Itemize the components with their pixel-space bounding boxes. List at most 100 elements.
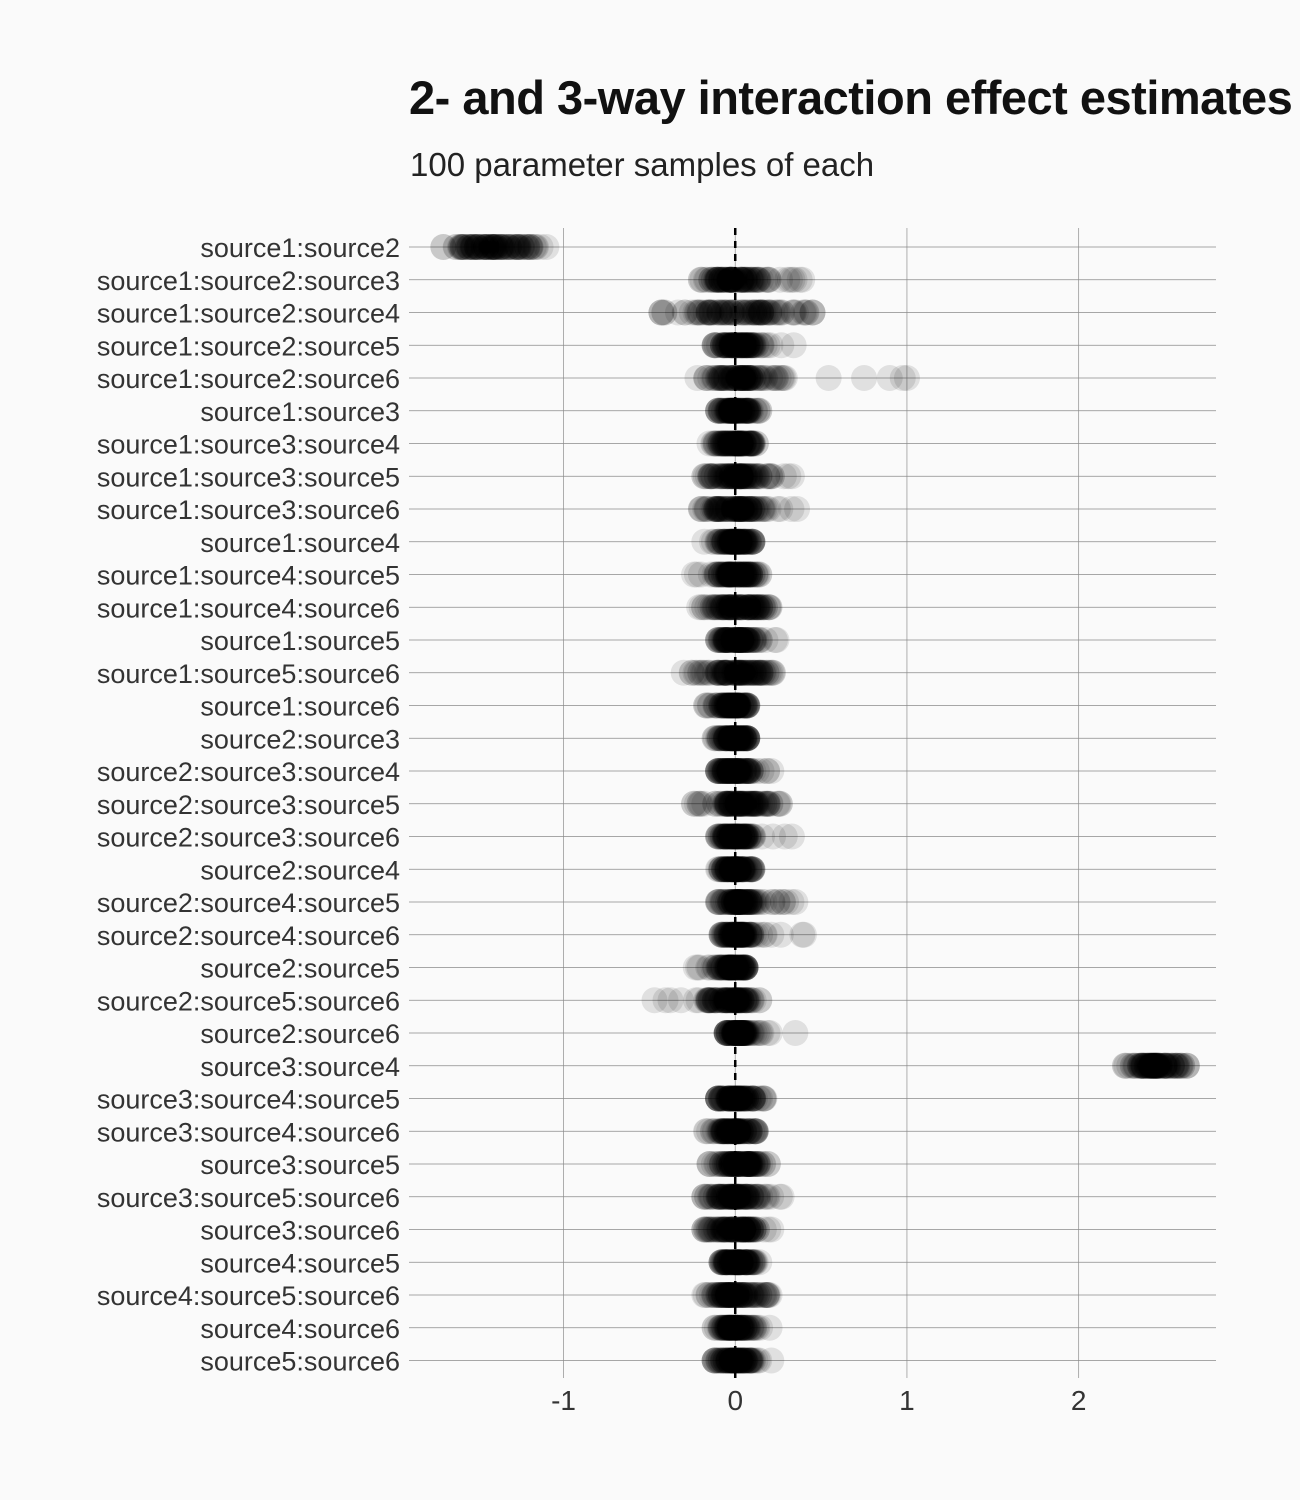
- sample-point: [735, 463, 762, 490]
- sample-point: [724, 496, 751, 522]
- sample-point: [723, 528, 750, 555]
- sample-point: [718, 561, 745, 588]
- sample-point: [733, 397, 760, 424]
- sample-point: [780, 299, 807, 326]
- sample-point: [727, 430, 754, 457]
- sample-point: [739, 430, 766, 457]
- sample-point: [713, 463, 740, 490]
- sample-point: [698, 299, 725, 326]
- sample-point: [466, 234, 493, 260]
- y-axis-label: source1:source5:source6: [97, 659, 400, 689]
- sample-point: [671, 299, 698, 326]
- sample-point: [726, 496, 753, 522]
- sample-point: [730, 332, 757, 359]
- sample-point: [735, 528, 762, 555]
- sample-point: [696, 659, 723, 686]
- sample-point: [733, 332, 760, 359]
- sample-point: [784, 496, 811, 522]
- sample-point: [710, 332, 737, 359]
- sample-point: [482, 234, 509, 260]
- sample-point: [720, 430, 747, 457]
- sample-point: [725, 463, 752, 490]
- sample-point: [727, 430, 754, 457]
- sample-point: [460, 234, 487, 260]
- sample-point: [714, 463, 741, 490]
- sample-point: [727, 496, 754, 522]
- sample-point: [727, 365, 754, 391]
- sample-point: [762, 365, 789, 391]
- sample-point: [718, 463, 745, 490]
- sample-point: [730, 561, 757, 588]
- sample-point: [726, 496, 753, 522]
- sample-point: [718, 463, 745, 490]
- sample-point: [725, 561, 752, 588]
- sample-point: [734, 299, 761, 326]
- sample-point: [692, 266, 719, 293]
- sample-point: [704, 528, 731, 555]
- sample-point: [725, 496, 752, 522]
- sample-point: [704, 266, 731, 293]
- sample-point: [720, 397, 747, 424]
- sample-point: [728, 496, 755, 522]
- sample-point: [699, 463, 725, 490]
- sample-point: [740, 430, 767, 457]
- sample-point: [729, 463, 756, 490]
- sample-point: [707, 365, 734, 391]
- sample-point: [710, 266, 737, 293]
- y-axis-label: source3:source5: [200, 1150, 400, 1180]
- sample-point: [700, 365, 727, 391]
- sample-point: [736, 496, 763, 522]
- sample-point: [706, 528, 733, 555]
- sample-point: [738, 463, 765, 490]
- sample-point: [742, 463, 769, 490]
- sample-point: [751, 365, 778, 391]
- sample-point: [705, 528, 732, 555]
- sample-point: [755, 299, 782, 326]
- sample-point: [700, 463, 727, 490]
- sample-point: [648, 299, 675, 326]
- y-axis-label: source2:source5: [200, 954, 400, 984]
- sample-point: [722, 463, 749, 490]
- sample-point: [721, 332, 748, 359]
- sample-point: [701, 332, 728, 359]
- sample-point: [705, 397, 732, 424]
- sample-point: [717, 266, 744, 293]
- sample-point: [721, 528, 748, 555]
- sample-point: [708, 365, 735, 391]
- sample-point: [1133, 1052, 1160, 1079]
- sample-point: [736, 463, 763, 490]
- sample-point: [716, 463, 743, 490]
- sample-point: [728, 496, 755, 522]
- sample-point: [648, 299, 675, 326]
- sample-point: [739, 266, 766, 293]
- sample-point: [709, 299, 736, 326]
- sample-point: [720, 561, 747, 588]
- sample-point: [711, 332, 738, 359]
- sample-point: [719, 397, 746, 424]
- y-axis-label: source2:source4:source5: [97, 888, 400, 918]
- sample-point: [706, 365, 733, 391]
- y-axis-label: source2:source4:source6: [97, 921, 400, 951]
- sample-point: [723, 365, 750, 391]
- sample-point: [741, 332, 768, 359]
- sample-point: [684, 299, 711, 326]
- sample-point: [736, 496, 763, 522]
- sample-point: [737, 561, 764, 588]
- sample-point: [739, 430, 766, 457]
- sample-point: [736, 430, 763, 457]
- sample-point: [730, 561, 757, 588]
- y-axis-label: source2:source4: [200, 855, 400, 885]
- sample-point: [723, 397, 750, 424]
- sample-point: [734, 266, 761, 293]
- sample-point: [490, 234, 517, 260]
- sample-point: [767, 266, 794, 293]
- sample-point: [757, 332, 784, 359]
- x-tick-label: -1: [551, 1385, 576, 1416]
- sample-point: [709, 528, 736, 555]
- sample-point: [728, 365, 755, 391]
- sample-point: [722, 365, 749, 391]
- sample-point: [740, 365, 767, 391]
- sample-point: [745, 496, 772, 522]
- sample-point: [731, 430, 758, 457]
- sample-point: [735, 528, 762, 555]
